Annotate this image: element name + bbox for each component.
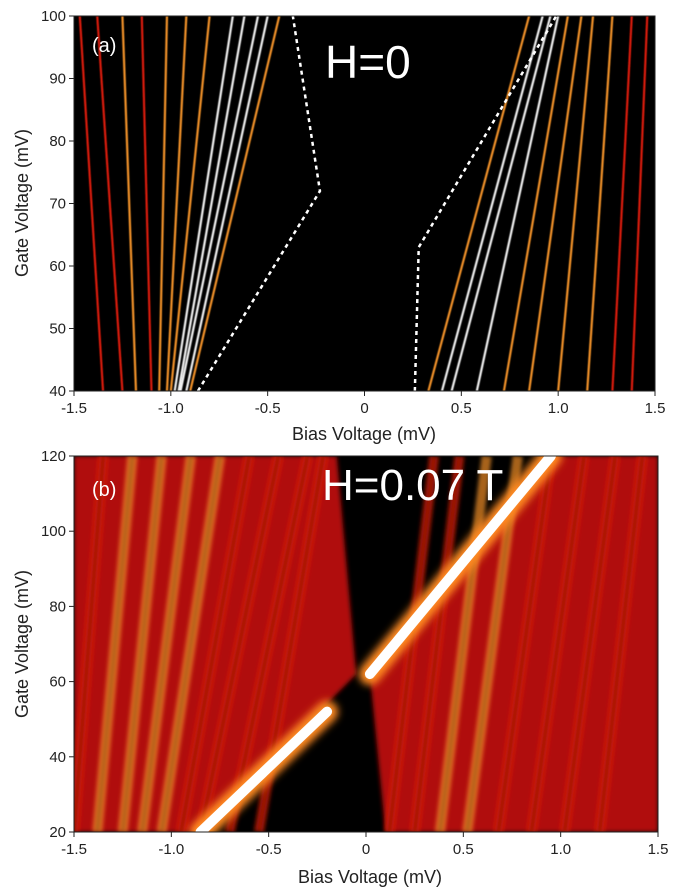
continuum-right [369,456,658,832]
panel-a-label: (a) [92,35,116,57]
panel-b-data [74,456,658,832]
resonance-stripe-gap [74,456,105,832]
resonance-stripe [502,16,569,391]
panel-b-y-axis: 20 40 60 80 100 120 [41,448,74,841]
x-tick-label: 0.5 [451,400,472,417]
resonance-stripe-gap [598,456,644,832]
y-tick-label: 60 [49,674,66,691]
y-tick-label: 100 [41,523,66,540]
resonance-stripe [450,16,552,391]
resonance-stripe-gap [228,456,310,832]
panel-a-ylabel: Gate Voltage (mV) [12,129,32,277]
y-tick-label: 120 [41,448,66,465]
panel-a-y-axis: 40 50 60 70 80 90 100 [41,8,74,400]
panel-b-xlabel: Bias Voltage (mV) [298,867,442,887]
y-tick-label: 40 [49,383,66,400]
x-tick-label: 1.0 [548,400,569,417]
resonance-stripe-gap [438,456,489,832]
resonance-stripe [140,16,153,391]
resonance-stripe-gap [387,456,436,832]
resonance-stripe-gap [529,456,586,832]
panel-b-ylabel: Gate Voltage (mV) [12,570,32,718]
x-tick-label: -1.5 [61,400,87,417]
y-tick-label: 50 [49,321,66,338]
resonance-stripe [440,16,544,391]
x-tick-label: 1.5 [645,400,666,417]
resonance-stripe [169,16,211,391]
resonance-stripe [630,16,649,391]
y-tick-label: 40 [49,749,66,766]
y-tick-label: 80 [49,133,66,150]
bright-line-right [364,456,556,680]
x-tick-label: -1.0 [158,841,184,858]
y-tick-label: 20 [49,824,66,841]
x-tick-label: 0 [360,400,368,417]
gap-boundary-right [413,16,558,391]
panel-a-xlabel: Bias Voltage (mV) [292,424,436,444]
x-tick-label: -0.5 [256,841,282,858]
resonance-stripe-gap [140,456,193,832]
x-tick-label: 0.5 [453,841,474,858]
resonance-stripe [557,16,595,391]
resonance-stripe-gap [95,456,134,832]
resonance-stripe [158,16,169,391]
panel-a-stripes [78,16,649,391]
resonance-stripe [611,16,633,391]
resonance-stripe-gap [413,456,461,832]
gap-boundary-left [196,16,322,391]
resonance-stripe [185,16,269,391]
resonance-stripe [528,16,583,391]
x-tick-label: 1.5 [648,841,669,858]
panel-a-data [78,16,649,391]
resonance-stripe [96,16,124,391]
resonance-stripe-gap [179,456,251,832]
resonance-stripe [165,16,188,391]
resonance-stripe [173,16,234,391]
resonance-stripe [427,16,531,391]
resonance-stripe [189,16,281,391]
resonance-stripe-gap [563,456,617,832]
y-tick-label: 100 [41,8,66,25]
bright-line-left [195,706,333,832]
panel-a-annotation: H=0 [325,36,411,88]
panel-b-annotation: H=0.07 T [322,461,503,510]
y-tick-label: 80 [49,598,66,615]
resonance-stripe-gap [496,456,553,832]
resonance-stripe-gap [121,456,164,832]
resonance-stripe [177,16,246,391]
resonance-stripe [121,16,138,391]
resonance-stripe [475,16,560,391]
panel-a-x-axis: -1.5 -1.0 -0.5 0 0.5 1.0 1.5 [61,391,665,417]
y-tick-label: 90 [49,71,66,88]
y-tick-label: 60 [49,258,66,275]
x-tick-label: -0.5 [255,400,281,417]
panel-a: -1.5 -1.0 -0.5 0 0.5 1.0 1.5 40 50 60 70 80 90 100 (… [12,8,665,444]
x-tick-label: -1.0 [158,400,184,417]
resonance-stripe [586,16,614,391]
resonance-stripe-gap [199,456,280,832]
panel-b-x-axis: -1.5 -1.0 -0.5 0 0.5 1.0 1.5 [61,832,668,858]
y-tick-label: 70 [49,196,66,213]
x-tick-label: 1.0 [550,841,571,858]
x-tick-label: 0 [362,841,370,858]
x-tick-label: -1.5 [61,841,87,858]
resonance-stripe [179,16,260,391]
resonance-stripe-gap [160,456,222,832]
resonance-stripe [78,16,105,391]
panel-b: -1.5 -1.0 -0.5 0 0.5 1.0 1.5 20 40 60 80 100 120 (b… [12,448,668,887]
panel-b-label: (b) [92,479,116,501]
